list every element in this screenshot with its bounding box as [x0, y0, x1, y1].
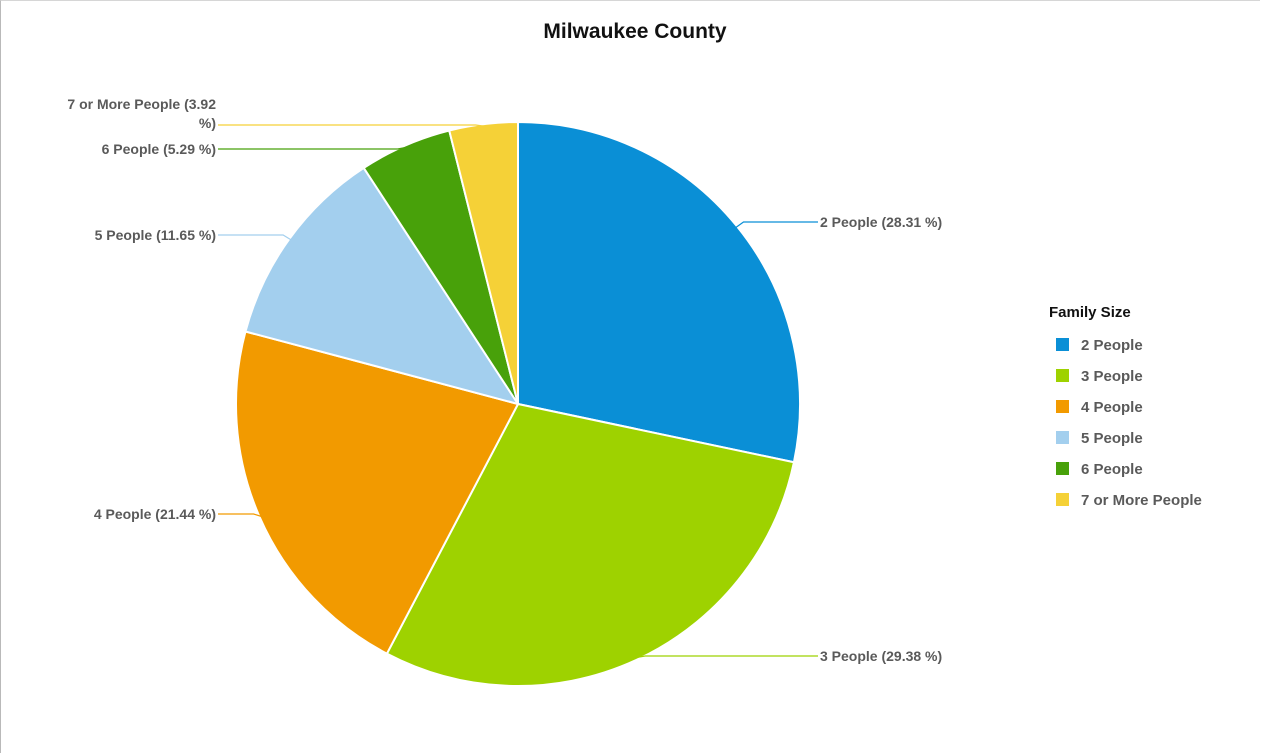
legend-swatch-5-people[interactable]: [1056, 431, 1069, 444]
leader-line-6-people: [218, 146, 406, 150]
leader-line-3-people: [636, 655, 818, 658]
pie-slice-3-people[interactable]: [385, 403, 795, 687]
legend-swatch-3-people[interactable]: [1056, 369, 1069, 382]
legend-label-5-people[interactable]: 5 People: [1081, 430, 1143, 447]
chart-title: Milwaukee County: [543, 20, 727, 43]
slice-label-5-people: 5 People (11.65 %): [95, 227, 216, 243]
legend-label-2-people[interactable]: 2 People: [1081, 337, 1143, 354]
legend-label-7-or-more-people[interactable]: 7 or More People: [1081, 492, 1202, 509]
slice-label-6-people: 6 People (5.29 %): [102, 141, 216, 157]
slice-label-2-people: 2 People (28.31 %): [820, 214, 942, 230]
leader-lines: [218, 124, 818, 658]
slice-label-7-or-more-people: %): [199, 115, 216, 131]
leader-line-5-people: [218, 234, 292, 241]
legend-label-3-people[interactable]: 3 People: [1081, 368, 1143, 385]
legend-swatch-6-people[interactable]: [1056, 462, 1069, 475]
leader-line-2-people: [735, 221, 818, 229]
legend-swatch-2-people[interactable]: [1056, 338, 1069, 351]
slice-label-7-or-more-people: 7 or More People (3.92: [67, 96, 216, 112]
legend-title: Family Size: [1049, 304, 1131, 321]
leader-line-7-or-more-people: [218, 124, 484, 127]
legend-label-6-people[interactable]: 6 People: [1081, 461, 1143, 478]
leader-line-4-people: [218, 513, 262, 518]
slice-labels: 2 People (28.31 %) 3 People (29.38 %) 4 Pe…: [67, 96, 942, 664]
slice-label-4-people: 4 People (21.44 %): [94, 506, 216, 522]
legend: Family Size 2 People 3 People 4 People 5 Pe…: [1049, 304, 1202, 509]
legend-label-4-people[interactable]: 4 People: [1081, 399, 1143, 416]
pie-slice-4-people[interactable]: [235, 330, 519, 655]
pie-slice-7-or-more-people[interactable]: [448, 121, 519, 405]
legend-swatch-4-people[interactable]: [1056, 400, 1069, 413]
slice-label-3-people: 3 People (29.38 %): [820, 648, 942, 664]
legend-swatch-7-or-more-people[interactable]: [1056, 493, 1069, 506]
pie-slice-2-people[interactable]: [517, 121, 801, 464]
pie-slices: [235, 121, 801, 687]
